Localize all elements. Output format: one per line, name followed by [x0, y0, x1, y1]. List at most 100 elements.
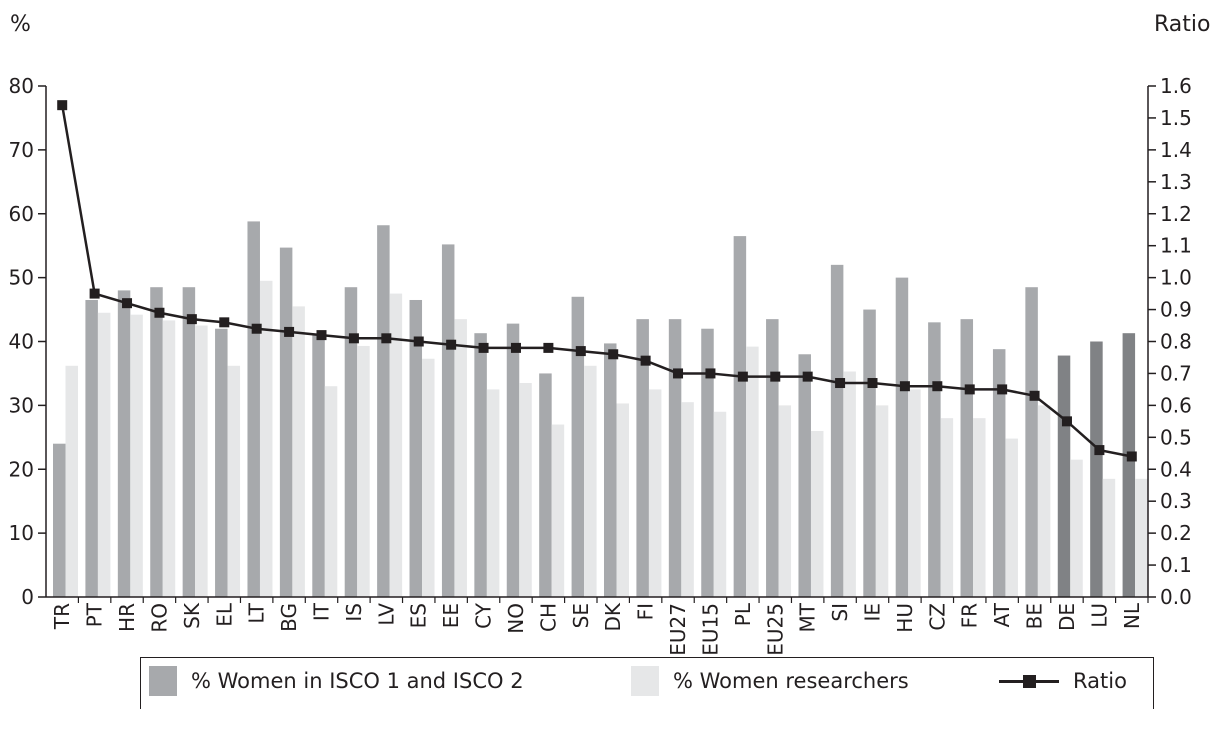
bar-isco-dk [604, 343, 617, 597]
x-tick-label-mt: MT [796, 602, 820, 632]
right-tick-label: 0.4 [1160, 457, 1192, 481]
x-tick-label-eu15: EU15 [698, 603, 722, 656]
ratio-point-es [413, 336, 424, 347]
x-tick-label-ee: EE [439, 603, 463, 628]
right-tick-label: 1.5 [1160, 106, 1192, 130]
bar-isco-lv [377, 225, 390, 597]
bar-isco-es [409, 299, 423, 597]
x-tick-label-lu: LU [1087, 603, 1111, 628]
x-tick-label-el: EL [212, 602, 236, 627]
bar-isco-no [506, 323, 520, 597]
bar-isco-tr [53, 443, 66, 597]
x-tick-label-tr: TR [50, 603, 74, 630]
x-tick-label-si: SI [828, 603, 852, 622]
ratio-line [60, 104, 1133, 458]
bar-isco-si [830, 264, 844, 597]
right-tick-label: 0.5 [1160, 425, 1192, 449]
bar-isco-el [215, 328, 228, 597]
bar-isco-it [312, 335, 325, 597]
right-tick-label: 1.2 [1160, 202, 1192, 226]
bar-researchers-it [324, 386, 338, 597]
ratio-point-ro [154, 307, 165, 318]
x-tick-label-ie: IE [861, 603, 885, 622]
ratio-point-hr [122, 298, 133, 309]
legend-label-ratio: Ratio [1073, 669, 1127, 693]
ratio-point-tr [57, 100, 68, 111]
bar-isco-pl [733, 236, 747, 597]
right-tick-label: 0.6 [1160, 393, 1192, 417]
bar-researchers-es [422, 358, 435, 597]
left-tick-label: 50 [9, 266, 34, 290]
legend-label-researchers: % Women researchers [673, 669, 909, 693]
ratio-point-lt [251, 323, 262, 334]
bar-researchers-is [357, 345, 370, 597]
combo-chart: % Ratio 0 10 20 30 40 50 60 70 80 0.0 0.1 0.2 0.3 0.4… [9, 12, 1211, 656]
x-tick-label-fi: FI [634, 603, 658, 620]
x-tick-label-hr: HR [115, 603, 139, 632]
ratio-point-se [575, 346, 586, 357]
bar-researchers-eu27 [681, 402, 694, 597]
x-tick-label-ro: RO [147, 603, 171, 633]
bar-researchers-nl [1135, 478, 1148, 597]
right-tick-label: 1.6 [1160, 74, 1192, 98]
tick-labels-layer: 0 10 20 30 40 50 60 70 80 0.0 0.1 0.2 0.3 0.4 0.5 0.6 0.… [9, 74, 1192, 656]
x-tick-label-eu25: EU25 [763, 603, 787, 656]
x-tick-label-at: AT [990, 602, 1014, 627]
bar-isco-cz [928, 322, 941, 597]
bar-researchers-pt [97, 312, 111, 597]
bar-isco-eu15 [701, 328, 714, 597]
bar-isco-pt [85, 299, 98, 597]
ratio-point-si [835, 378, 846, 389]
x-tick-label-se: SE [569, 603, 593, 628]
bar-isco-lt [247, 221, 260, 598]
ratio-point-mt [802, 371, 813, 382]
bar-isco-nl [1122, 333, 1136, 597]
x-tick-label-lt: LT [245, 602, 269, 623]
ratio-point-lv [381, 333, 392, 344]
bar-isco-sk [182, 287, 196, 597]
legend-label-isco: % Women in ISCO 1 and ISCO 2 [191, 669, 524, 693]
bar-researchers-cy [486, 389, 500, 597]
right-tick-label: 1.0 [1160, 266, 1192, 290]
bar-isco-bg [279, 247, 293, 597]
right-tick-label: 0.7 [1160, 361, 1192, 385]
x-tick-label-pt: PT [83, 602, 107, 627]
ratio-point-eu27 [673, 368, 684, 379]
bar-isco-lu [1090, 341, 1103, 597]
x-tick-label-sk: SK [180, 602, 204, 629]
ratio-point-eu25 [770, 371, 781, 382]
ratio-point-pl [737, 371, 748, 382]
right-tick-label: 1.4 [1160, 138, 1192, 162]
x-tick-label-hu: HU [893, 603, 917, 633]
bar-researchers-eu25 [778, 405, 792, 597]
axes-layer [38, 85, 1156, 603]
ratio-point-it [316, 330, 327, 341]
bar-researchers-ro [162, 320, 176, 597]
bar-researchers-bg [292, 306, 305, 597]
bar-researchers-tr [65, 365, 78, 597]
x-tick-label-ch: CH [536, 603, 560, 632]
bar-isco-ee [441, 244, 455, 597]
bar-researchers-lu [1102, 478, 1116, 597]
right-tick-label: 0.1 [1160, 553, 1192, 577]
ratio-point-is [348, 333, 359, 344]
bar-isco-be [1025, 287, 1038, 597]
ratio-point-fr [964, 384, 975, 395]
x-tick-label-nl: NL [1120, 602, 1144, 629]
bar-researchers-el [227, 365, 241, 597]
ratio-point-eu15 [705, 368, 716, 379]
x-tick-label-it: IT [310, 602, 334, 621]
bar-researchers-lv [389, 293, 403, 597]
bar-researchers-ch [551, 424, 565, 597]
bar-researchers-cz [940, 418, 954, 597]
bar-isco-hu [895, 277, 909, 597]
bar-researchers-fi [648, 389, 662, 597]
bar-researchers-ee [454, 319, 467, 597]
ratio-point-ie [867, 378, 878, 389]
bar-researchers-hr [130, 314, 143, 597]
left-tick-label: 60 [9, 202, 34, 226]
right-tick-label: 0.8 [1160, 330, 1192, 354]
ratio-point-cy [478, 342, 489, 353]
right-tick-label: 0.2 [1160, 521, 1192, 545]
ratio-line-layer [57, 100, 1137, 462]
